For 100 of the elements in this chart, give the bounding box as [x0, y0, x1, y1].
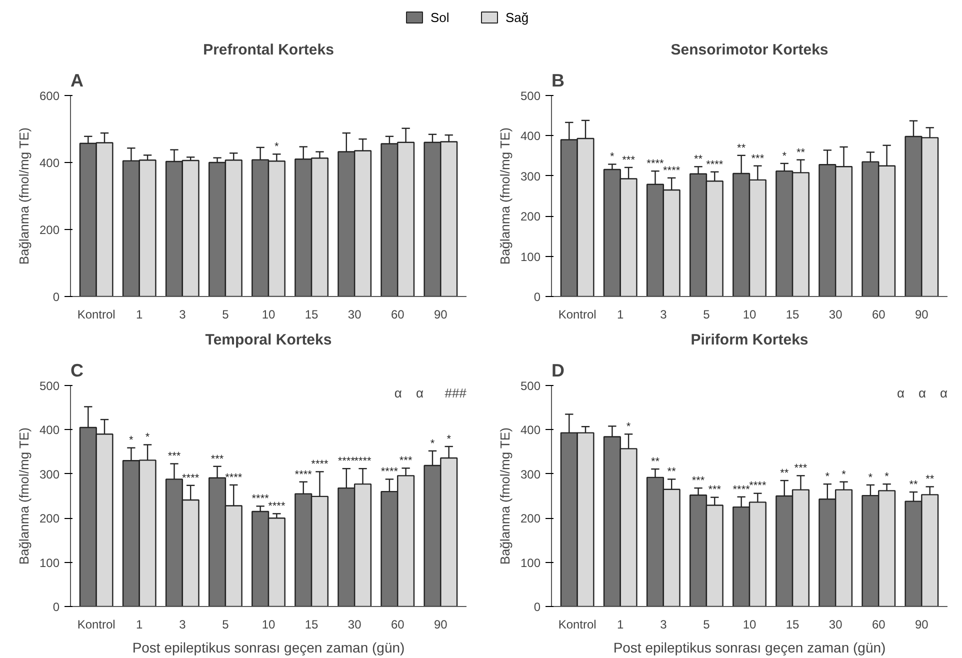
chart-title: Sensorimotor Korteks — [670, 42, 828, 58]
data-label: * — [129, 434, 134, 447]
data-label: * — [610, 151, 616, 164]
x-tick-label: 90 — [915, 618, 929, 632]
legend-label: Sol — [430, 10, 450, 25]
legend-label: Sağ — [506, 10, 529, 25]
data-label: ** — [780, 467, 790, 480]
data-label: * — [782, 150, 788, 162]
y-tick-label: 100 — [520, 556, 541, 570]
x-tick-label: 30 — [348, 308, 362, 322]
y-tick-label: 200 — [39, 223, 60, 237]
data-label: **** — [225, 472, 243, 484]
data-label: **** — [663, 164, 681, 177]
annotation: α — [918, 386, 926, 400]
text: B — [552, 70, 564, 90]
x-tick-label: 3 — [179, 618, 186, 632]
y-axis-title: Bağlanma (fmol/mg TE) — [497, 128, 512, 265]
y-tick-label: 400 — [39, 156, 60, 170]
annotation: ### — [444, 386, 468, 400]
y-tick-label: 400 — [39, 423, 60, 438]
data-label: **** — [268, 500, 286, 513]
x-axis-title: Post epileptikus sonrası geçen zaman (gün) — [613, 640, 886, 656]
x-tick-label: 15 — [786, 308, 800, 322]
x-tick-label: Kontrol — [558, 618, 596, 632]
data-label: ** — [796, 146, 806, 159]
data-label: **** — [182, 472, 200, 484]
x-tick-label: 90 — [915, 308, 929, 322]
x-tick-label: 60 — [390, 308, 405, 322]
data-label: *** — [168, 450, 182, 463]
data-label: *** — [399, 455, 413, 468]
data-label: **** — [294, 468, 313, 481]
chart-title: Temporal Korteks — [205, 332, 332, 348]
data-label: ** — [694, 154, 704, 166]
y-axis-title: Bağlanma (fmol/mg TE) — [16, 128, 32, 265]
y-tick-label: 300 — [520, 467, 541, 482]
data-label: ** — [667, 466, 677, 478]
y-tick-label: 400 — [520, 423, 541, 438]
x-tick-label: 5 — [703, 308, 710, 322]
y-tick-label: 200 — [520, 210, 541, 224]
data-label: *** — [210, 453, 224, 466]
x-tick-label: 1 — [617, 308, 624, 322]
chart-title: Prefrontal Korteks — [203, 42, 334, 58]
data-label: ** — [737, 142, 746, 154]
data-label: * — [446, 433, 452, 446]
x-tick-label: 30 — [348, 618, 362, 632]
x-tick-label: 1 — [136, 308, 144, 322]
data-label: * — [274, 141, 280, 154]
data-label: **** — [354, 455, 372, 468]
data-label: * — [825, 470, 830, 483]
x-tick-label: 30 — [828, 618, 843, 632]
x-axis-title: Post epileptikus sonrası geçen zaman (gün) — [132, 640, 405, 656]
x-tick-label: 1 — [136, 618, 144, 632]
y-tick-label: 0 — [534, 290, 541, 304]
data-label: * — [626, 421, 632, 434]
data-label: * — [145, 432, 150, 444]
data-label: ** — [909, 478, 918, 491]
y-tick-label: 500 — [520, 379, 541, 393]
x-tick-label: 15 — [304, 308, 319, 322]
y-tick-label: 100 — [520, 250, 541, 264]
x-tick-label: 60 — [390, 618, 405, 632]
x-tick-label: 10 — [742, 308, 756, 322]
x-tick-label: 10 — [262, 618, 276, 632]
annotation: α — [896, 386, 905, 400]
data-label: **** — [338, 455, 356, 468]
x-tick-label: 3 — [660, 618, 668, 632]
y-tick-label: 200 — [520, 512, 541, 526]
y-tick-label: 100 — [39, 556, 60, 570]
annotation: α — [394, 386, 402, 400]
data-label: ** — [650, 456, 660, 468]
data-label: **** — [311, 458, 330, 471]
x-tick-label: 60 — [872, 618, 886, 632]
data-label: **** — [706, 158, 724, 171]
x-tick-label: 90 — [434, 618, 448, 632]
data-label: **** — [252, 493, 270, 506]
y-tick-label: 0 — [52, 290, 60, 304]
data-label: *** — [622, 154, 636, 166]
data-label: **** — [732, 484, 751, 496]
y-tick-label: 0 — [52, 600, 60, 614]
y-tick-label: 0 — [534, 600, 541, 614]
y-tick-label: 300 — [520, 169, 541, 184]
x-tick-label: 30 — [828, 308, 843, 322]
x-tick-label: Kontrol — [77, 618, 116, 632]
data-label: ** — [926, 474, 935, 486]
x-tick-label: 10 — [262, 308, 276, 322]
y-axis-title: Bağlanma (fmol/mg TE) — [497, 428, 512, 565]
annotation: α — [416, 386, 424, 400]
data-label: *** — [692, 474, 706, 487]
data-label: *** — [751, 152, 765, 165]
data-label: * — [430, 438, 436, 450]
x-tick-label: Kontrol — [77, 308, 116, 322]
x-tick-label: 15 — [304, 618, 319, 632]
x-tick-label: Kontrol — [558, 308, 596, 322]
x-tick-label: 3 — [660, 308, 668, 322]
text: C — [70, 360, 84, 380]
chart-title: Piriform Korteks — [690, 332, 808, 348]
x-tick-label: 60 — [872, 308, 886, 322]
y-tick-label: 300 — [39, 467, 60, 482]
x-tick-label: 90 — [434, 308, 448, 322]
x-tick-label: 15 — [786, 618, 800, 632]
x-tick-label: 1 — [617, 618, 624, 632]
